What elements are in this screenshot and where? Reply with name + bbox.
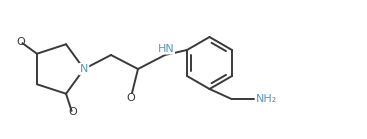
Text: O: O: [127, 93, 135, 103]
Text: HN: HN: [157, 44, 174, 54]
Text: NH₂: NH₂: [255, 94, 277, 104]
Text: O: O: [68, 107, 77, 117]
Text: O: O: [16, 37, 25, 47]
Text: N: N: [80, 64, 88, 74]
